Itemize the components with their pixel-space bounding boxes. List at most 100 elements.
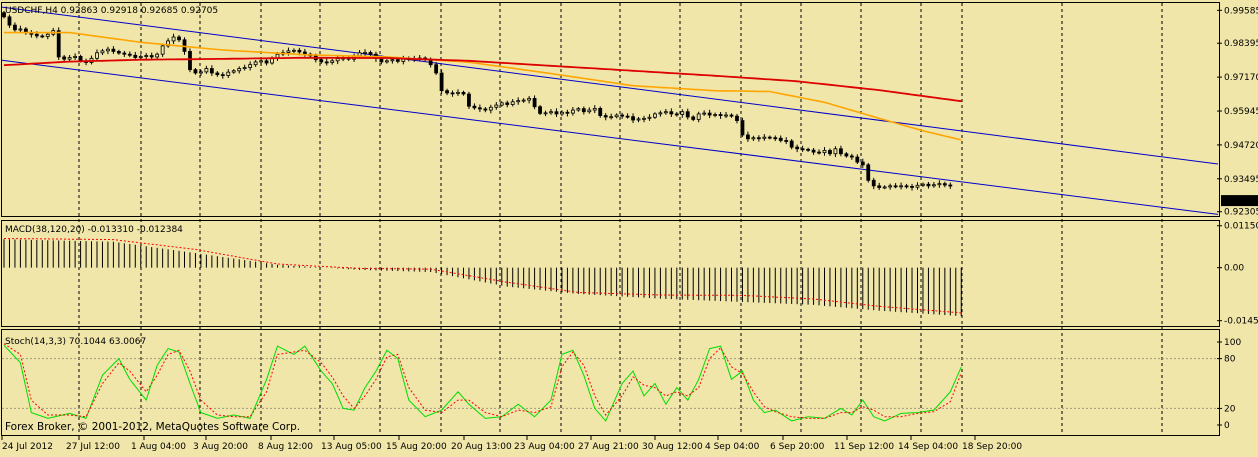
macd-axis: 0.01150 0.00 -0.01454	[1217, 222, 1258, 327]
candle	[156, 53, 159, 59]
stochastic-title: Stoch(14,3,3) 70.1044 63.0067	[5, 337, 146, 347]
candle	[845, 152, 848, 158]
candle	[763, 134, 766, 141]
candle	[686, 109, 689, 120]
candle	[194, 68, 197, 75]
candle	[621, 113, 624, 119]
candle	[41, 34, 44, 38]
candle	[161, 44, 164, 57]
candle	[801, 146, 804, 152]
candle	[260, 58, 263, 65]
candle	[123, 51, 126, 57]
candle	[927, 182, 930, 189]
candle	[741, 118, 744, 137]
candle	[703, 110, 706, 116]
candle	[692, 115, 695, 121]
copyright-text: Forex Broker, © 2001-2012, MetaQuotes So…	[5, 421, 300, 433]
candle	[889, 184, 892, 190]
candle	[757, 135, 760, 141]
candle	[331, 59, 334, 65]
candle	[905, 184, 908, 189]
candle	[205, 66, 208, 74]
candle	[172, 34, 175, 44]
candle	[719, 112, 722, 119]
candle	[632, 113, 635, 123]
candle	[812, 148, 815, 155]
candle	[648, 114, 651, 121]
candle	[188, 48, 191, 72]
candle	[243, 65, 246, 71]
candle	[24, 27, 27, 35]
candle	[735, 114, 738, 123]
candle	[8, 15, 11, 28]
stochastic-tick-label: 80	[1224, 355, 1236, 365]
price-tick-label: 0.99585	[1224, 6, 1258, 16]
candle	[533, 95, 536, 109]
candle	[577, 107, 580, 112]
candle	[517, 97, 520, 104]
candle	[785, 137, 788, 144]
candle	[167, 38, 170, 48]
macd-tick-label: 0.01150	[1224, 222, 1258, 232]
time-tick-label: 18 Sep 20:00	[962, 442, 1022, 452]
macd-tick-label: -0.01454	[1224, 317, 1258, 327]
candle	[30, 30, 33, 37]
candle	[473, 103, 476, 109]
candle	[894, 183, 897, 188]
candle	[828, 149, 831, 156]
candle	[856, 154, 859, 164]
price-tick-label: 0.98395	[1224, 39, 1258, 49]
candle	[478, 105, 481, 112]
candle	[818, 149, 821, 154]
candle	[664, 109, 667, 115]
candle	[150, 53, 153, 60]
candle	[385, 59, 388, 63]
candle	[500, 101, 503, 107]
channel-lower-line[interactable]	[2, 60, 1218, 214]
price-axis[interactable]: 0.99585 0.98395 0.97170 0.95945 0.94720 0.934…	[1217, 6, 1258, 217]
stochastic-level-lines	[2, 359, 1220, 409]
stochastic-axis: 100 80 20 0	[1217, 338, 1241, 431]
stochastic-tick-label: 0	[1224, 421, 1230, 431]
candle	[506, 101, 509, 108]
candle	[642, 116, 645, 122]
vertical-grid	[79, 3, 1162, 435]
candle	[823, 147, 826, 156]
candle	[615, 113, 618, 118]
macd-title: MACD(38,120,20) -0.013310 -0.012384	[5, 225, 183, 235]
candle	[708, 110, 711, 118]
candle	[462, 91, 465, 96]
candle	[697, 112, 700, 123]
main-pane-frame	[2, 3, 1220, 217]
candle	[440, 70, 443, 94]
candle	[227, 69, 230, 78]
stoch-pane-frame	[2, 330, 1220, 436]
candle	[599, 106, 602, 117]
time-tick-label: 11 Sep 12:00	[834, 442, 894, 452]
candle	[254, 60, 257, 67]
stochastic-signal-line	[4, 344, 961, 419]
channel-upper-line[interactable]	[2, 7, 1218, 164]
candle	[539, 105, 542, 115]
candle	[467, 92, 470, 109]
candle	[779, 136, 782, 143]
candle	[807, 148, 810, 152]
candle	[511, 99, 514, 106]
candle	[610, 114, 613, 120]
candle	[867, 163, 870, 183]
stochastic-indicator	[4, 344, 961, 421]
time-axis: 24 Jul 2012 27 Jul 12:00 1 Aug 04:00 3 Aug …	[2, 436, 1022, 452]
candle	[872, 178, 875, 189]
candle	[593, 105, 596, 113]
candle	[626, 113, 629, 118]
candle	[916, 182, 919, 189]
candle	[768, 136, 771, 140]
candle	[19, 26, 22, 33]
time-tick-label: 3 Aug 20:00	[193, 442, 248, 452]
time-tick-label: 14 Sep 04:00	[898, 442, 958, 452]
candle	[63, 55, 66, 61]
candle	[216, 71, 219, 77]
time-tick-label: 6 Sep 20:00	[770, 442, 825, 452]
